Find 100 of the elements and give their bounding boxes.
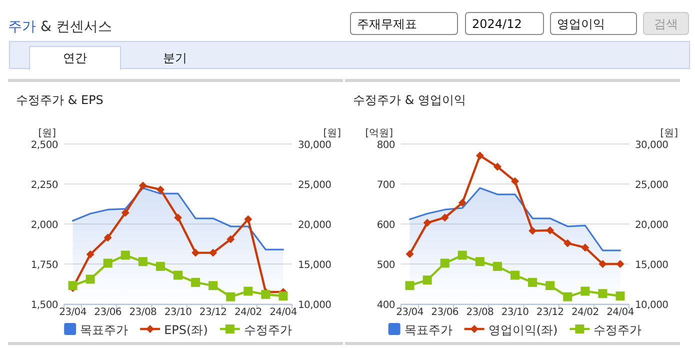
y2-axis-title: [원] xyxy=(323,128,342,139)
y2-tick-label: 10,000 xyxy=(298,300,332,311)
point xyxy=(138,182,147,190)
y2-tick-label: 25,000 xyxy=(298,180,332,191)
point xyxy=(226,292,236,302)
y-tick-label: 600 xyxy=(376,220,395,231)
x-tick-label: 24/04 xyxy=(270,307,297,318)
point xyxy=(244,286,253,296)
point xyxy=(580,286,590,296)
chart-title: 수정주가 & EPS xyxy=(16,93,104,107)
legend-label: 수정주가 xyxy=(244,323,292,337)
y-axis-title: [원] xyxy=(38,128,56,139)
point xyxy=(156,186,164,194)
text: 검색 xyxy=(654,17,678,31)
y2-tick-label: 20,000 xyxy=(635,220,668,231)
text: 주가 & 컨센서스 xyxy=(8,19,112,35)
point xyxy=(546,226,554,234)
y-tick-label: 2,250 xyxy=(30,180,58,191)
legend-label: 목표주가 xyxy=(80,323,128,337)
point xyxy=(510,270,520,280)
point xyxy=(598,260,607,268)
point xyxy=(616,260,624,268)
point xyxy=(174,214,182,222)
chart-title: 수정주가 & 영업이익 xyxy=(353,93,466,107)
y2-tick-label: 15,000 xyxy=(298,260,332,271)
y-tick-label: 800 xyxy=(376,140,395,151)
text: 분기 xyxy=(163,51,187,65)
point xyxy=(422,276,432,284)
point xyxy=(563,292,572,302)
point xyxy=(616,292,625,300)
y2-tick-label: 10,000 xyxy=(635,300,668,311)
legend-label: EPS(좌) xyxy=(164,323,208,337)
point xyxy=(546,281,555,290)
point xyxy=(492,262,502,271)
x-tick-label: 23/10 xyxy=(164,307,192,318)
point xyxy=(440,214,449,222)
y2-tick-label: 25,000 xyxy=(635,180,668,191)
y2-tick-label: 30,000 xyxy=(635,140,668,151)
point xyxy=(423,218,432,227)
text: 2024/12 xyxy=(472,17,522,31)
point xyxy=(458,198,466,207)
point xyxy=(476,152,484,160)
point xyxy=(458,250,467,260)
legend-label: 목표주가 xyxy=(404,323,452,337)
point xyxy=(278,292,288,300)
x-tick-label: 24/04 xyxy=(606,307,634,318)
point xyxy=(564,239,572,248)
x-tick-label: 24/02 xyxy=(234,307,262,318)
point xyxy=(86,250,94,258)
x-tick-label: 23/06 xyxy=(94,307,122,318)
y-tick-label: 400 xyxy=(376,300,395,311)
point xyxy=(174,270,182,280)
y2-tick-label: 20,000 xyxy=(298,220,332,231)
x-tick-label: 23/06 xyxy=(431,307,459,318)
text: 영업이익 xyxy=(557,17,605,31)
point xyxy=(138,257,148,266)
point xyxy=(191,278,200,287)
y-axis-title: [억원] xyxy=(365,128,394,139)
x-tick-label: 23/12 xyxy=(536,307,564,318)
x-tick-label: 23/10 xyxy=(501,307,529,318)
y-tick-label: 500 xyxy=(376,260,395,271)
y2-tick-label: 30,000 xyxy=(298,140,332,151)
x-tick-label: 23/04 xyxy=(396,307,424,318)
point xyxy=(528,226,537,235)
point xyxy=(192,248,200,257)
x-tick-label: 23/08 xyxy=(129,307,157,318)
point xyxy=(261,290,270,299)
y-tick-label: 2,500 xyxy=(30,140,58,151)
legend-label: 수정주가 xyxy=(594,323,642,337)
text: 연간 xyxy=(63,51,87,65)
point xyxy=(103,258,112,268)
x-tick-label: 23/04 xyxy=(59,307,86,318)
text: 주재무제표 xyxy=(357,17,417,31)
point xyxy=(86,274,95,284)
point xyxy=(581,244,590,252)
point xyxy=(226,235,235,244)
point xyxy=(121,208,130,217)
point xyxy=(208,281,218,290)
y-tick-label: 1,500 xyxy=(30,300,58,311)
x-tick-label: 23/08 xyxy=(466,307,494,318)
point xyxy=(511,177,519,186)
point xyxy=(493,162,502,171)
y-tick-label: 700 xyxy=(376,180,395,191)
point xyxy=(440,258,450,268)
y-tick-label: 2,000 xyxy=(30,220,58,231)
x-tick-label: 24/02 xyxy=(571,307,599,318)
point xyxy=(598,289,608,298)
y2-tick-label: 15,000 xyxy=(635,260,668,271)
point xyxy=(120,250,130,260)
point xyxy=(405,281,414,290)
point xyxy=(475,257,484,266)
point xyxy=(528,278,538,287)
point xyxy=(209,248,218,257)
point xyxy=(406,250,414,258)
point xyxy=(244,215,252,224)
x-tick-label: 23/12 xyxy=(199,307,227,318)
point xyxy=(104,234,112,242)
legend-label: 영업이익(좌) xyxy=(488,323,558,337)
y2-axis-title: [원] xyxy=(660,128,678,139)
y-tick-label: 1,750 xyxy=(30,260,58,271)
